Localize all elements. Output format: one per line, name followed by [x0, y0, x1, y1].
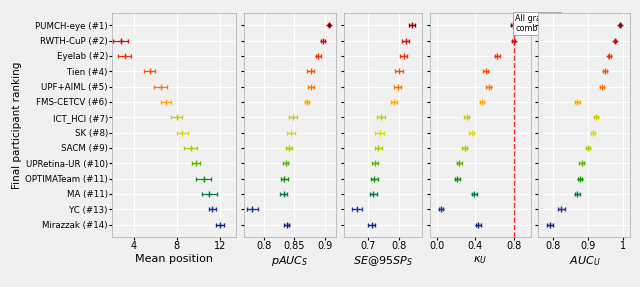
X-axis label: $\kappa_U$: $\kappa_U$	[473, 254, 487, 265]
Y-axis label: Final participant ranking: Final participant ranking	[12, 61, 22, 189]
X-axis label: $AUC_U$: $AUC_U$	[568, 254, 600, 267]
X-axis label: $pAUC_S$: $pAUC_S$	[271, 254, 308, 268]
Text: All graders
combined: All graders combined	[515, 14, 559, 33]
X-axis label: $SE@95SP_S$: $SE@95SP_S$	[353, 254, 413, 267]
X-axis label: Mean position: Mean position	[135, 254, 213, 264]
